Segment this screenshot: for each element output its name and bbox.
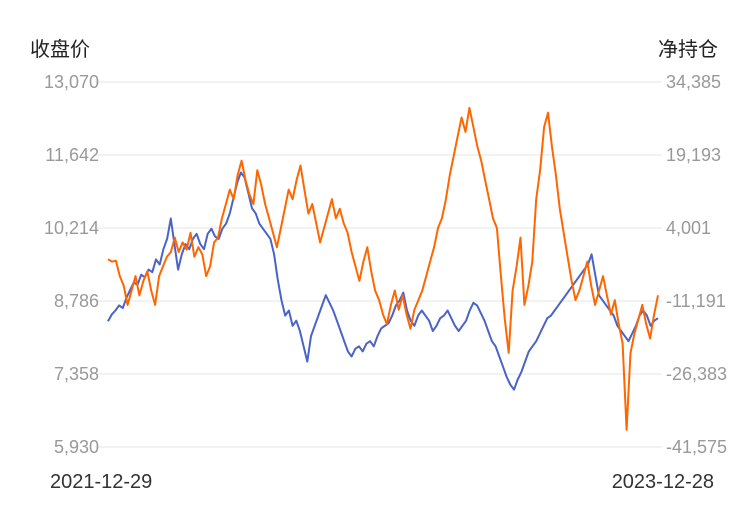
right-tick-label: -11,191 <box>666 291 726 311</box>
right-tick-label: -41,575 <box>666 437 727 457</box>
right-tick-label: 19,193 <box>666 145 721 165</box>
series-line-close-price <box>107 171 659 391</box>
left-tick-label: 11,642 <box>45 145 99 165</box>
series-line-net-position <box>107 106 659 431</box>
grid-lines <box>95 81 662 448</box>
series-layer <box>107 106 659 431</box>
right-axis-title: 净持仓 <box>658 38 718 61</box>
left-axis-title: 收盘价 <box>30 38 90 61</box>
left-tick-label: 8,786 <box>54 291 99 311</box>
left-tick-label: 5,930 <box>54 437 99 457</box>
left-tick-label: 7,358 <box>54 364 99 384</box>
left-axis-ticks: 13,070 11,642 10,214 8,786 7,358 5,930 <box>44 72 99 457</box>
x-end-label: 2023-12-28 <box>612 471 714 493</box>
left-tick-label: 10,214 <box>44 218 99 238</box>
right-tick-label: 34,385 <box>666 72 721 92</box>
right-axis-ticks: 34,385 19,193 4,001 -11,191 -26,383 -41,575 <box>666 72 727 457</box>
x-start-label: 2021-12-29 <box>50 471 152 493</box>
right-tick-label: 4,001 <box>666 218 711 238</box>
left-tick-label: 13,070 <box>44 72 99 92</box>
right-tick-label: -26,383 <box>666 364 727 384</box>
